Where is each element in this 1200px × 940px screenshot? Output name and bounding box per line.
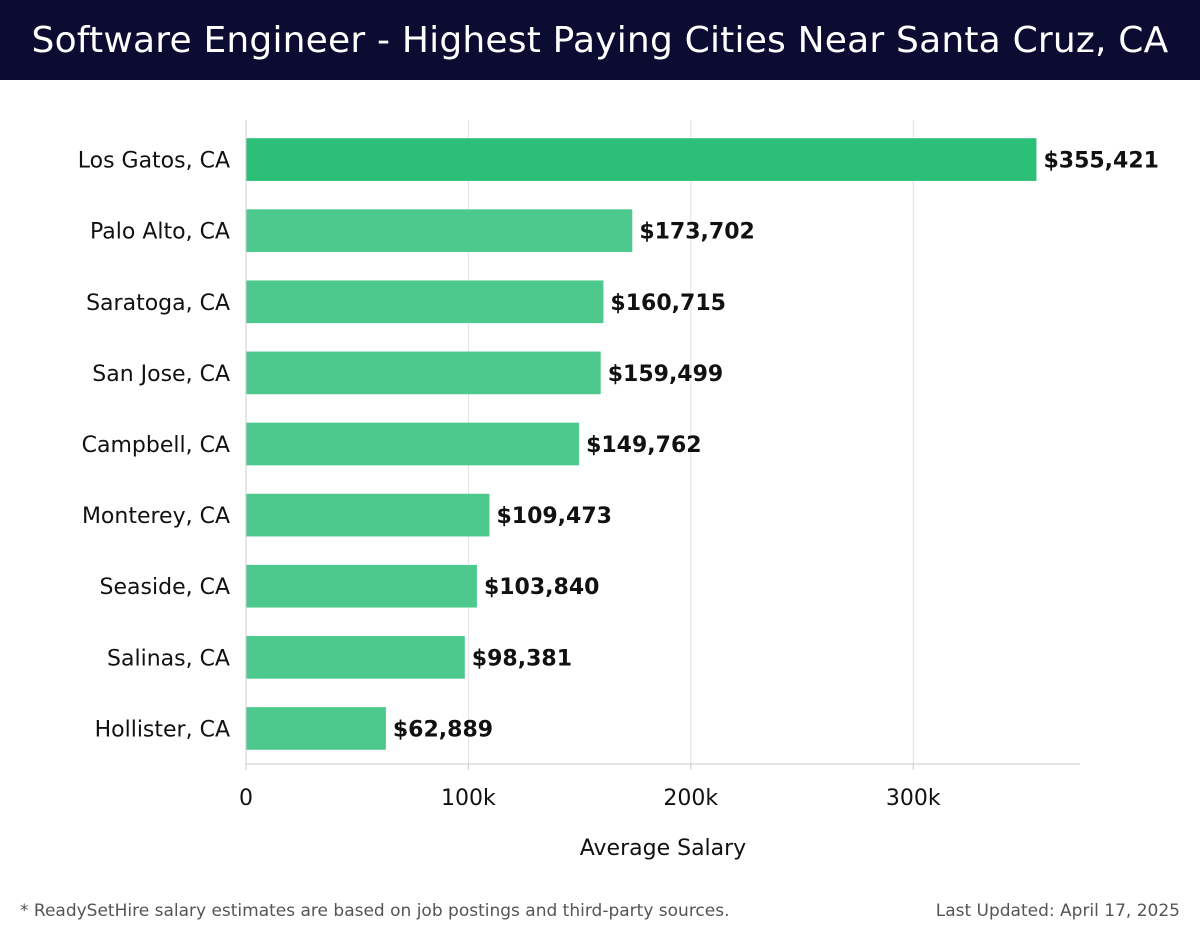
- x-tick-label: 100k: [441, 786, 496, 811]
- category-label: Salinas, CA: [107, 646, 230, 671]
- footer-note: * ReadySetHire salary estimates are base…: [20, 901, 730, 921]
- value-label: $109,473: [496, 504, 612, 529]
- axes: [245, 120, 1080, 770]
- value-label: $62,889: [393, 717, 493, 742]
- category-label: San Jose, CA: [92, 362, 230, 387]
- value-label: $159,499: [608, 362, 724, 387]
- bars: [246, 138, 1037, 750]
- category-label: Palo Alto, CA: [90, 220, 230, 245]
- x-tick-label: 0: [239, 786, 253, 811]
- bar: [246, 707, 386, 750]
- category-label: Los Gatos, CA: [78, 149, 230, 174]
- x-tick-label: 200k: [663, 786, 718, 811]
- x-axis-title: Average Salary: [580, 836, 746, 861]
- value-label: $103,840: [484, 575, 600, 600]
- category-label: Saratoga, CA: [86, 291, 230, 316]
- bar: [246, 422, 580, 466]
- chart-header: Software Engineer - Highest Paying Citie…: [0, 0, 1200, 80]
- value-label: $173,702: [639, 220, 755, 245]
- category-label: Campbell, CA: [82, 433, 230, 458]
- value-label: $355,421: [1043, 149, 1159, 174]
- x-tick-label: 300k: [886, 786, 941, 811]
- chart-title: Software Engineer - Highest Paying Citie…: [31, 19, 1169, 61]
- value-label: $149,762: [586, 433, 702, 458]
- bar: [246, 351, 601, 395]
- bar: [246, 138, 1037, 181]
- labels: 0 100k 200k 300k Average Salary Los Gatos, CA…: [78, 149, 1159, 861]
- category-label: Seaside, CA: [100, 575, 230, 600]
- category-label: Monterey, CA: [82, 504, 230, 529]
- bar: [246, 636, 465, 679]
- chart-svg: 0 100k 200k 300k Average Salary Los Gatos, CA…: [78, 120, 1159, 861]
- bar: [246, 209, 633, 252]
- category-label: Hollister, CA: [95, 717, 230, 742]
- last-updated: Last Updated: April 17, 2025: [935, 901, 1180, 921]
- value-label: $160,715: [610, 291, 726, 316]
- salary-bar-chart: 0 100k 200k 300k Average Salary Los Gatos, CA…: [0, 80, 1200, 880]
- bar: [246, 564, 477, 608]
- value-label: $98,381: [472, 646, 572, 671]
- bar: [246, 493, 490, 537]
- bar: [246, 280, 604, 324]
